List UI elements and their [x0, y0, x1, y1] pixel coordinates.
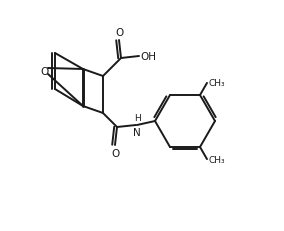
Text: OH: OH	[140, 52, 156, 62]
Text: O: O	[115, 28, 123, 38]
Text: H: H	[134, 113, 140, 122]
Text: CH₃: CH₃	[208, 155, 225, 164]
Text: O: O	[111, 148, 119, 158]
Text: O: O	[40, 67, 48, 77]
Text: N: N	[133, 128, 141, 137]
Text: CH₃: CH₃	[208, 79, 225, 88]
